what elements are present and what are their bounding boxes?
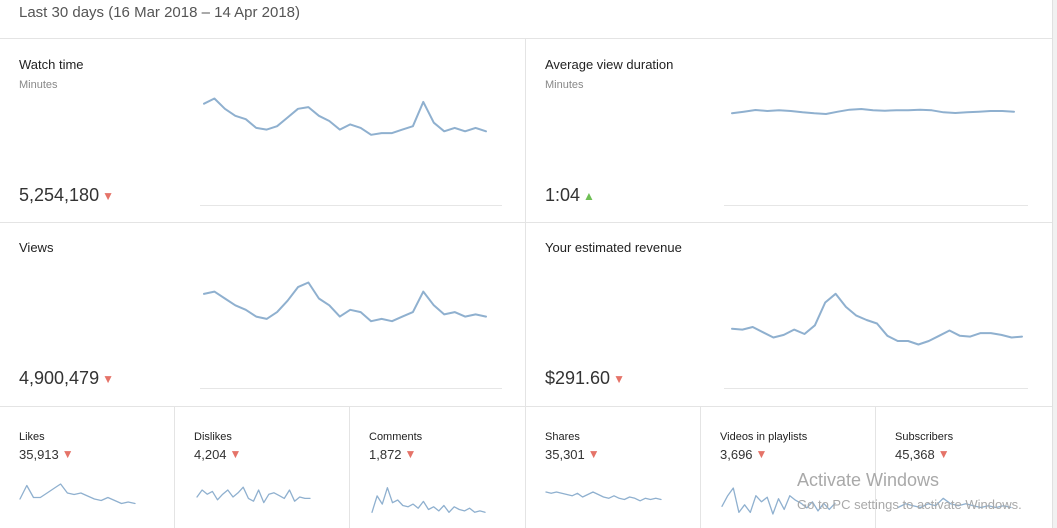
- metric-title: Videos in playlists: [720, 431, 808, 443]
- sparkline-series: [731, 292, 1023, 346]
- grid-divider: [0, 406, 1052, 407]
- metric-value: $291.60 ▼: [545, 368, 625, 388]
- metric-title: Comments: [369, 431, 423, 443]
- sparkline-series: [731, 108, 1015, 115]
- sparkline-chart: [196, 486, 311, 504]
- metric-card-likes[interactable]: Likes 35,913 ▼: [0, 407, 174, 528]
- trend-down-icon: ▼: [61, 447, 74, 461]
- grid-divider: [174, 406, 175, 528]
- metric-title: Watch time: [19, 57, 84, 72]
- metric-title: Likes: [19, 431, 45, 443]
- metric-card-dislikes[interactable]: Dislikes 4,204 ▼: [175, 407, 349, 528]
- trend-down-icon: ▼: [613, 372, 625, 386]
- metric-value: 35,913 ▼: [19, 447, 74, 462]
- metric-title: Your estimated revenue: [545, 240, 682, 255]
- metric-card-estimated-revenue[interactable]: Your estimated revenue $291.60 ▼: [526, 223, 1052, 406]
- chart-baseline: [724, 205, 1028, 206]
- vertical-scrollbar[interactable]: [1052, 0, 1057, 528]
- sparkline-chart: [19, 483, 136, 505]
- trend-up-icon: ▲: [583, 189, 595, 203]
- metric-value: 4,900,479 ▼: [19, 368, 114, 388]
- metric-card-shares[interactable]: Shares 35,301 ▼: [526, 407, 700, 528]
- metric-title: Dislikes: [194, 431, 232, 443]
- metric-card-average-view-duration[interactable]: Average view duration Minutes 1:04 ▲: [526, 40, 1052, 222]
- metric-value: 1:04 ▲: [545, 185, 595, 205]
- metric-unit: Minutes: [545, 79, 584, 91]
- metric-value: 45,368 ▼: [895, 447, 950, 462]
- date-range-header: Last 30 days (16 Mar 2018 – 14 Apr 2018): [0, 0, 1052, 39]
- sparkline-series: [545, 491, 662, 502]
- sparkline-series: [721, 487, 836, 515]
- metric-value: 3,696 ▼: [720, 447, 768, 462]
- metric-value: 5,254,180 ▼: [19, 185, 114, 205]
- metric-unit: Minutes: [19, 79, 58, 91]
- date-range-label[interactable]: Last 30 days (16 Mar 2018 – 14 Apr 2018): [19, 4, 301, 21]
- chart-baseline: [200, 388, 502, 389]
- grid-divider: [875, 406, 876, 528]
- metric-card-views[interactable]: Views 4,900,479 ▼: [0, 223, 525, 406]
- sparkline-series: [196, 486, 311, 504]
- metric-card-watch-time[interactable]: Watch time Minutes 5,254,180 ▼: [0, 40, 525, 222]
- trend-down-icon: ▼: [755, 447, 768, 461]
- sparkline-chart: [203, 97, 487, 136]
- metric-value: 35,301 ▼: [545, 447, 600, 462]
- metric-title: Shares: [545, 431, 580, 443]
- sparkline-chart: [203, 281, 487, 323]
- grid-divider: [0, 222, 1052, 223]
- metric-value: 1,872 ▼: [369, 447, 417, 462]
- metric-title: Subscribers: [895, 431, 954, 443]
- sparkline-series: [19, 483, 136, 505]
- metric-title: Average view duration: [545, 57, 674, 72]
- sparkline-series: [897, 497, 1012, 509]
- metric-card-videos-in-playlists[interactable]: Videos in playlists 3,696 ▼: [701, 407, 875, 528]
- sparkline-chart: [545, 491, 662, 502]
- grid-divider: [700, 406, 701, 528]
- sparkline-chart: [731, 292, 1023, 346]
- trend-down-icon: ▼: [102, 372, 114, 386]
- trend-down-icon: ▼: [587, 447, 600, 461]
- metric-card-comments[interactable]: Comments 1,872 ▼: [350, 407, 525, 528]
- metric-card-subscribers[interactable]: Subscribers 45,368 ▼: [876, 407, 1052, 528]
- sparkline-chart: [371, 487, 486, 513]
- trend-down-icon: ▼: [102, 189, 114, 203]
- metric-title: Views: [19, 240, 54, 255]
- sparkline-series: [371, 487, 486, 513]
- trend-down-icon: ▼: [937, 447, 950, 461]
- grid-divider: [349, 406, 350, 528]
- sparkline-chart: [731, 108, 1015, 115]
- metric-value: 4,204 ▼: [194, 447, 242, 462]
- chart-baseline: [200, 205, 502, 206]
- chart-baseline: [724, 388, 1028, 389]
- trend-down-icon: ▼: [229, 447, 242, 461]
- sparkline-series: [203, 97, 487, 136]
- grid-divider: [525, 39, 526, 528]
- trend-down-icon: ▼: [404, 447, 417, 461]
- sparkline-series: [203, 281, 487, 323]
- sparkline-chart: [721, 487, 836, 515]
- sparkline-chart: [897, 497, 1012, 509]
